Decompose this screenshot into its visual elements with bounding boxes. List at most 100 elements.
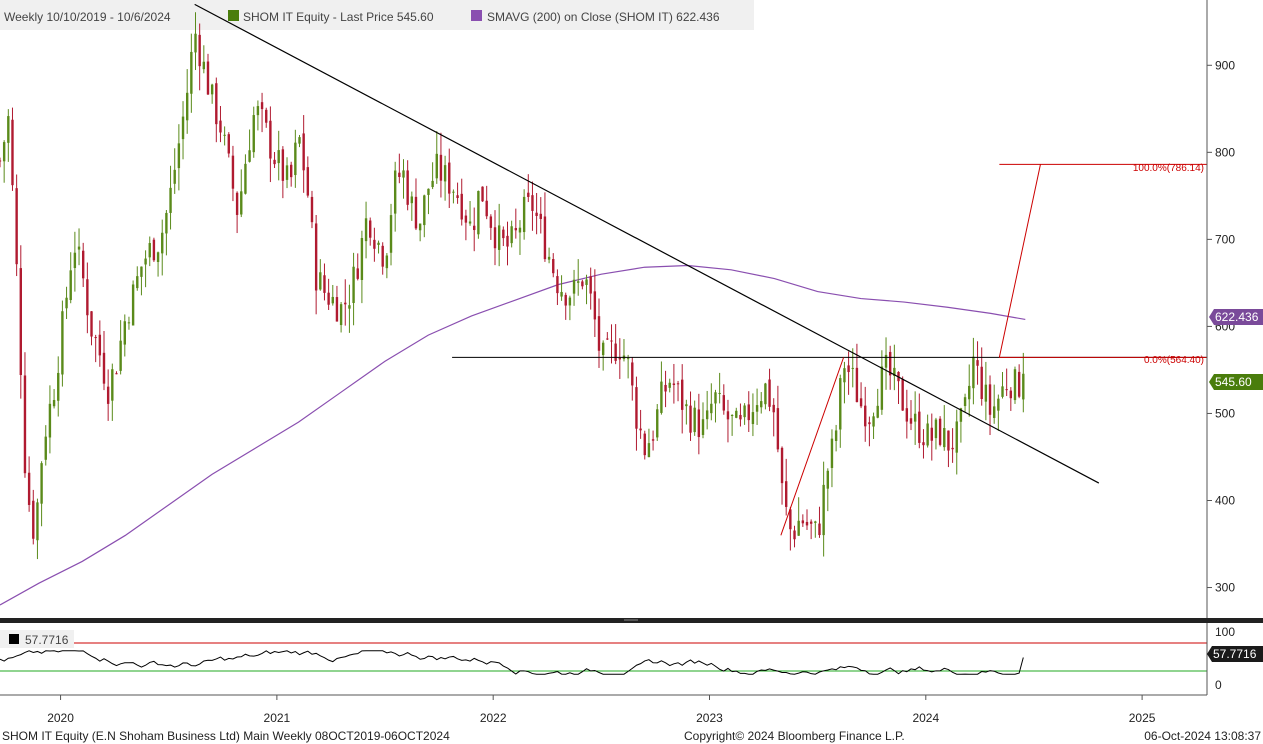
- rsi-line: [0, 650, 1024, 675]
- candle-body: [27, 472, 31, 505]
- candle-body: [943, 427, 946, 448]
- candle-body: [73, 252, 77, 269]
- candle-body: [643, 433, 646, 456]
- candle-body: [743, 405, 746, 418]
- candle-body: [843, 368, 846, 383]
- candle-body: [335, 297, 339, 322]
- candle-body: [140, 266, 143, 277]
- fib-100-label: 100.0%(786.14): [1133, 163, 1204, 174]
- candle-body: [435, 153, 438, 179]
- candle-body: [356, 268, 359, 279]
- sma-value-text: 622.436: [1215, 310, 1259, 324]
- x-tick-label: 2023: [696, 711, 723, 725]
- candle-body: [851, 367, 854, 369]
- footer-center: Copyright© 2024 Bloomberg Finance L.P.: [684, 729, 905, 743]
- candle-body: [206, 61, 210, 95]
- candle-body: [718, 392, 721, 394]
- candle-body: [369, 220, 372, 238]
- candle-body: [319, 272, 322, 290]
- footer-left: SHOM IT Equity (E.N Shoham Business Ltd)…: [2, 729, 450, 743]
- candle-body: [601, 342, 605, 356]
- candle-body: [119, 340, 122, 371]
- candle-body: [864, 405, 867, 427]
- candle-body: [681, 379, 684, 410]
- sma-200-line: [0, 264, 1026, 606]
- candle-body: [306, 167, 310, 196]
- candle-body: [48, 403, 52, 438]
- candle-body: [747, 404, 750, 421]
- candle-body: [764, 383, 767, 405]
- candle-body: [393, 170, 397, 214]
- candle-body: [676, 383, 680, 385]
- x-tick-label: 2025: [1129, 711, 1156, 725]
- candle-body: [86, 279, 89, 316]
- candle-body: [194, 33, 197, 53]
- candle-body: [793, 530, 796, 540]
- candle-body: [818, 523, 821, 536]
- candle-body: [972, 356, 975, 389]
- candle-body: [398, 172, 401, 177]
- candle-body: [389, 215, 393, 253]
- candle-body: [531, 195, 534, 211]
- candle-body: [0, 160, 2, 162]
- candle-body: [360, 238, 364, 280]
- candle-body: [40, 463, 43, 504]
- candle-body: [959, 408, 963, 422]
- candle-body: [410, 196, 414, 204]
- candle-body: [256, 106, 260, 116]
- candle-body: [61, 311, 64, 375]
- candle-body: [1013, 369, 1017, 401]
- candle-body: [339, 304, 343, 326]
- legend-price-label: SHOM IT Equity - Last Price 545.60: [243, 10, 434, 24]
- candle-body: [11, 119, 14, 186]
- candle-body: [539, 213, 542, 219]
- candle-body: [235, 192, 239, 215]
- candle-body: [152, 239, 156, 261]
- sma-line-group: [0, 264, 1026, 606]
- x-tick-label: 2024: [912, 711, 939, 725]
- candle-body: [185, 92, 189, 121]
- candles-group: [0, 12, 1025, 560]
- candle-body: [364, 218, 368, 242]
- candle-body: [464, 215, 468, 223]
- candle-body: [15, 188, 18, 265]
- candle-body: [173, 169, 176, 184]
- candle-body: [905, 408, 909, 422]
- candle-body: [7, 116, 10, 143]
- candle-body: [947, 430, 950, 451]
- candle-body: [564, 294, 567, 306]
- last-price-text: 545.60: [1215, 375, 1252, 389]
- candle-body: [880, 366, 884, 410]
- candle-body: [439, 154, 443, 181]
- candle-body: [589, 276, 592, 294]
- candle-body: [1022, 373, 1025, 400]
- candle-body: [81, 250, 85, 279]
- candle-body: [352, 266, 355, 304]
- candle-body: [506, 235, 509, 247]
- price-tick-label: 900: [1215, 58, 1235, 72]
- candle-body: [510, 226, 513, 244]
- candle-body: [597, 316, 601, 351]
- candle-body: [535, 212, 538, 216]
- candle-body: [560, 291, 563, 297]
- legend-sma-swatch: [471, 10, 482, 21]
- candle-body: [722, 395, 726, 411]
- candle-body: [2, 142, 6, 162]
- candle-body: [314, 223, 318, 291]
- rsi-tick-0: 0: [1215, 678, 1222, 692]
- candle-body: [23, 375, 27, 474]
- candle-body: [980, 366, 983, 400]
- candle-body: [44, 436, 47, 460]
- candle-body: [456, 195, 459, 199]
- candle-body: [69, 270, 72, 301]
- candle-body: [568, 297, 572, 306]
- candle-body: [265, 109, 268, 123]
- x-tick-label: 2020: [47, 711, 74, 725]
- legend-sma-label: SMAVG (200) on Close (SHOM IT) 622.436: [487, 10, 720, 24]
- x-tick-label: 2022: [480, 711, 507, 725]
- candle-body: [918, 411, 921, 443]
- candle-body: [90, 311, 93, 337]
- candle-body: [780, 447, 784, 484]
